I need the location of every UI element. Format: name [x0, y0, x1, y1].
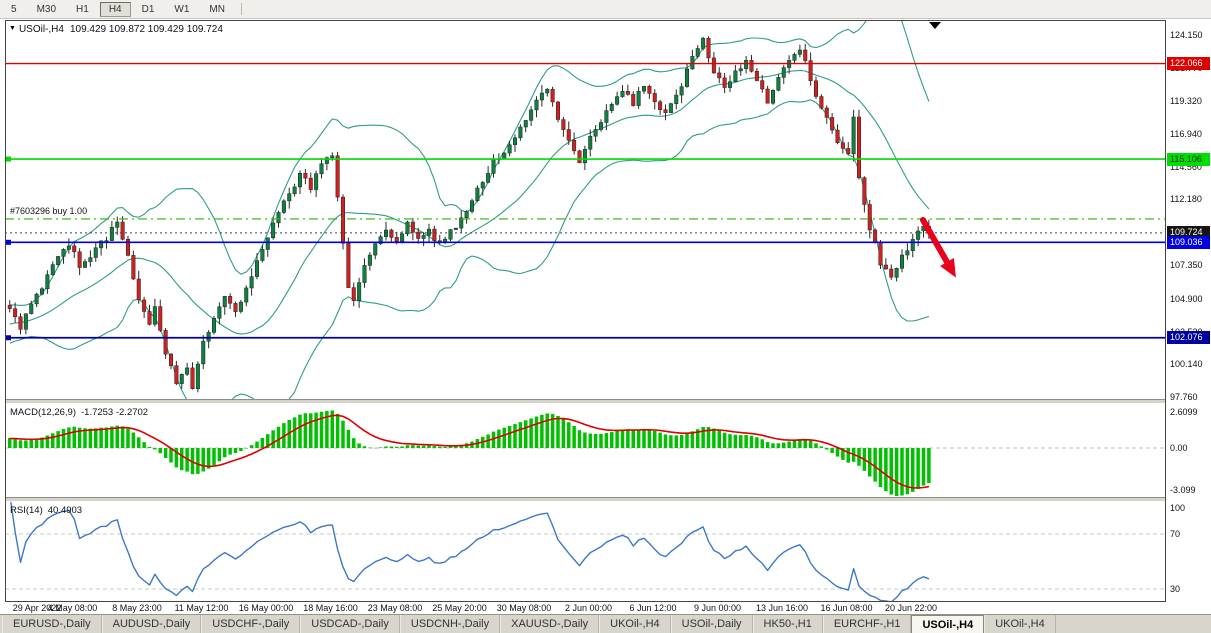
chart-tab-ukoil-h4[interactable]: UKOil-,H4	[599, 615, 671, 633]
chart-shift-marker-icon[interactable]	[929, 22, 941, 29]
time-label: 20 Jun 22:00	[884, 603, 938, 613]
timeframe-button-h1[interactable]: H1	[76, 3, 89, 15]
support-line-navy[interactable]	[5, 335, 1166, 341]
price-axis-label: 124.150	[1170, 30, 1203, 40]
rsi-scale-label: 100	[1170, 503, 1186, 513]
chart-border	[5, 20, 1166, 602]
timeframe-button-mn[interactable]: MN	[209, 3, 225, 15]
down-arrow-annotation[interactable]	[920, 217, 956, 278]
macd-indicator	[5, 410, 1166, 496]
chart-tab-usdcnh-daily[interactable]: USDCNH-,Daily	[399, 615, 501, 633]
time-label: 29 Apr 2022	[12, 603, 62, 613]
time-label: 30 May 08:00	[496, 603, 552, 613]
bollinger-bands	[9, 20, 930, 399]
panel-separator[interactable]	[5, 497, 1166, 502]
rsi-scale-label: 70	[1170, 529, 1181, 539]
time-scale[interactable]: 29 Apr 2022 4 May 08:00 8 May 23:00 11 May …	[5, 602, 1166, 614]
price-axis-label: 114.560	[1170, 162, 1202, 172]
timeframe-button-5[interactable]: 5	[11, 3, 17, 15]
chart-canvas[interactable]	[5, 20, 1166, 602]
time-label: 16 Jun 08:00	[820, 603, 873, 613]
chart-tab-usdcad-daily[interactable]: USDCAD-,Daily	[300, 615, 400, 633]
price-axis-label: 100.140	[1170, 359, 1203, 369]
chart-tab-usdchf-daily[interactable]: USDCHF-,Daily	[201, 615, 301, 633]
time-label: 2 Jun 00:00	[564, 603, 613, 613]
price-badge: 109.036	[1167, 236, 1210, 249]
price-scale[interactable]: 124.150121.770119.320116.940114.560112.1…	[1167, 20, 1211, 602]
timeframe-button-w1[interactable]: W1	[174, 3, 190, 15]
time-label: 13 Jun 16:00	[755, 603, 809, 613]
chart-tab-usoil-h4[interactable]: USOil-,H4	[911, 615, 985, 633]
time-label: 23 May 08:00	[367, 603, 423, 613]
toolbar-separator	[240, 3, 242, 15]
chart-tab-ukoil-h4[interactable]: UKOil-,H4	[984, 615, 1056, 633]
timeframe-button-m30[interactable]: M30	[36, 3, 57, 15]
chart-tab-xauusd-daily[interactable]: XAUUSD-,Daily	[500, 615, 600, 633]
chart-tab-hk50-h1[interactable]: HK50-,H1	[752, 615, 823, 633]
rsi-scale-label: 30	[1170, 584, 1181, 594]
macd-scale-label: 2.6099	[1170, 407, 1198, 417]
rsi-indicator	[5, 502, 1166, 602]
price-axis-label: 97.760	[1170, 392, 1198, 402]
price-badge: 115.106	[1167, 153, 1210, 166]
chart-tab-eurchf-h1[interactable]: EURCHF-,H1	[822, 615, 912, 633]
time-label: 11 May 12:00	[174, 603, 229, 613]
timeframe-button-h4[interactable]: H4	[99, 1, 131, 17]
price-axis-label: 104.900	[1170, 294, 1203, 304]
chart-tab-bar: EURUSD-,Daily AUDUSD-,Daily USDCHF-,Daily U…	[0, 614, 1211, 633]
chart-plot[interactable]: ▼ USOil-,H4 109.429 109.872 109.429 109.72…	[5, 20, 1166, 602]
price-axis-label: 107.350	[1170, 260, 1203, 270]
timeframe-button-list: 5 M30 H1 H4 D1 W1 MN	[2, 1, 236, 17]
panel-separator[interactable]	[5, 399, 1166, 404]
price-badge: 109.724	[1167, 226, 1210, 239]
time-label: 6 Jun 12:00	[629, 603, 677, 613]
time-label: 25 May 20:00	[432, 603, 487, 613]
chart-tab-eurusd-daily[interactable]: EURUSD-,Daily	[2, 615, 102, 633]
timeframe-button-d1[interactable]: D1	[141, 3, 155, 15]
time-label: 9 Jun 00:00	[693, 603, 742, 613]
time-label: 4 May 08:00	[47, 603, 98, 613]
macd-scale-label: -3.099	[1170, 485, 1196, 495]
time-label: 18 May 16:00	[303, 603, 358, 613]
price-badge: 102.076	[1167, 331, 1210, 344]
hline-blue[interactable]	[5, 239, 1166, 245]
price-axis-label: 112.180	[1170, 194, 1202, 204]
price-axis-label: 116.940	[1170, 129, 1202, 139]
chart-tab-audusd-daily[interactable]: AUDUSD-,Daily	[101, 615, 202, 633]
time-label: 16 May 00:00	[238, 603, 294, 613]
price-axis-label: 119.320	[1170, 96, 1202, 106]
hline-green[interactable]	[5, 156, 1166, 162]
candles	[7, 36, 931, 393]
time-label: 8 May 23:00	[112, 603, 162, 613]
timeframe-toolbar: 5 M30 H1 H4 D1 W1 MN	[0, 0, 1211, 19]
price-badge: 122.066	[1167, 57, 1210, 70]
macd-scale-label: 0.00	[1170, 443, 1188, 453]
chart-tab-usoil-daily[interactable]: USOil-,Daily	[670, 615, 753, 633]
